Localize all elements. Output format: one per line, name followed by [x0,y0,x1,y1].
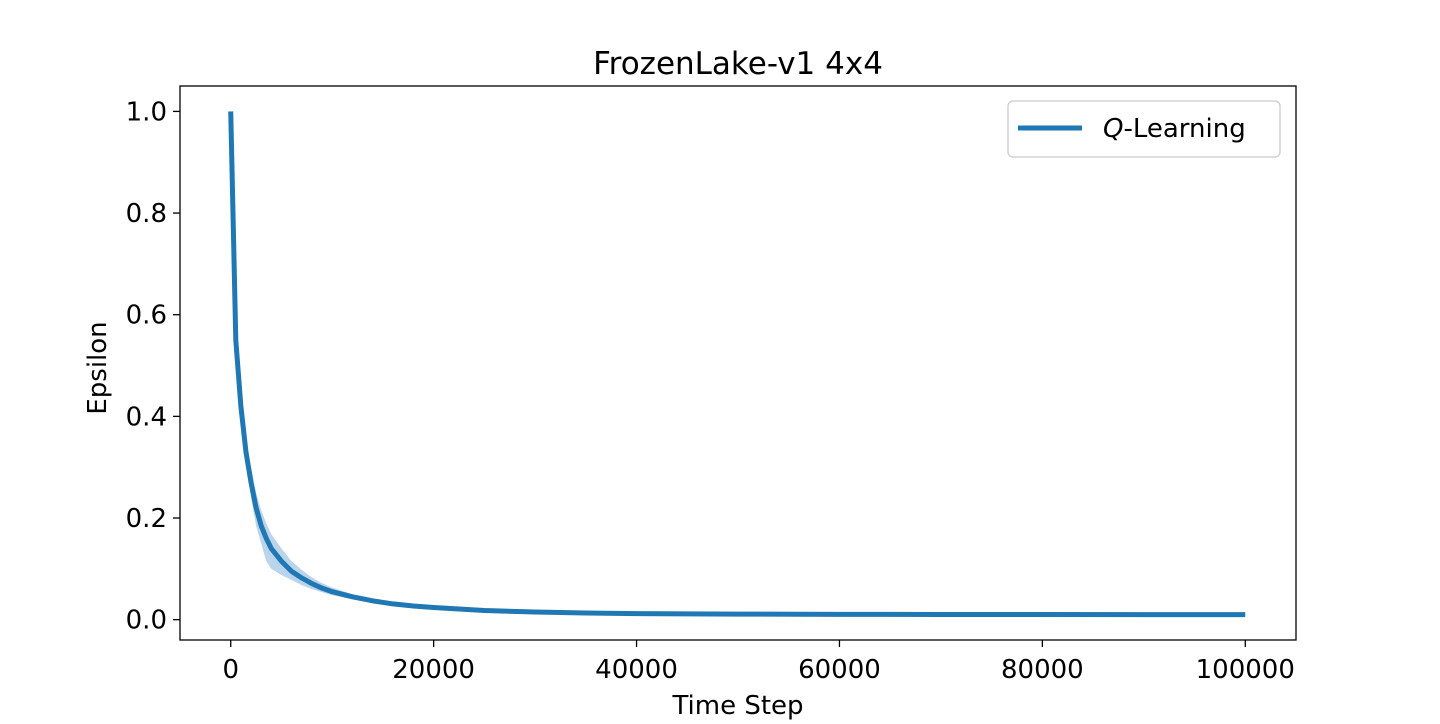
y-tick-label: 0.8 [126,199,167,229]
legend-label-italic: Q [1103,114,1123,144]
y-tick-label: 0.0 [126,606,167,636]
y-tick-label: 0.4 [126,402,167,432]
x-tick-label: 40000 [595,655,678,685]
x-axis-ticks: 0 20000 40000 60000 80000 100000 [222,640,1295,685]
plot-area [228,111,1246,618]
y-tick-label: 0.2 [126,504,167,534]
legend-label-q-learning: Q-Learning [1103,114,1246,144]
y-tick-label: 0.6 [126,301,167,331]
series-line-q-learning [228,111,1246,618]
legend: Q-Learning [1007,100,1281,158]
y-axis-ticks: 0.0 0.2 0.4 0.6 0.8 1.0 [126,97,180,636]
y-axis-label: Epsilon [83,321,113,414]
x-tick-label: 80000 [1001,655,1084,685]
plot-frame [179,85,1297,641]
x-tick-label: 60000 [798,655,881,685]
x-tick-label: 100000 [1196,655,1295,685]
chart-title: FrozenLake-v1 4x4 [593,46,883,82]
y-tick-label: 1.0 [126,97,167,127]
x-axis-label: Time Step [671,691,803,720]
legend-label-rest: -Learning [1123,114,1245,144]
legend-box [1007,100,1281,158]
x-tick-label: 20000 [392,655,475,685]
x-tick-label: 0 [222,655,239,685]
